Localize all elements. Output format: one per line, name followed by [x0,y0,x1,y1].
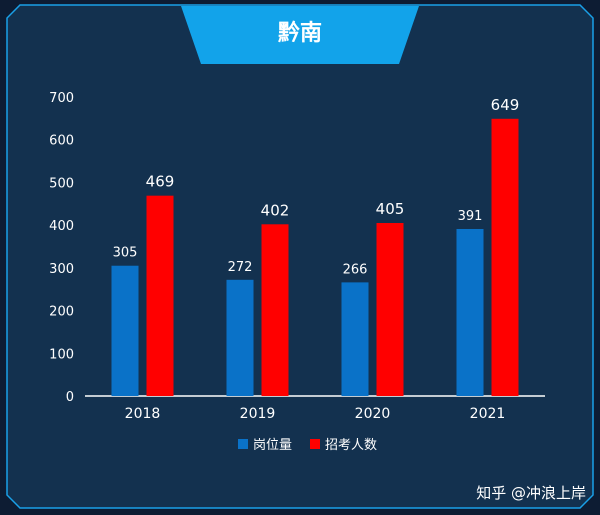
y-tick-label: 500 [49,176,74,191]
bar-positions-2018 [111,265,139,396]
y-tick-label: 300 [49,262,74,277]
bar-positions-2020 [341,282,369,396]
chart-title: 黔南 [277,21,322,46]
data-label: 469 [146,173,175,191]
bar-applicants-2021 [491,118,519,396]
y-tick-label: 0 [66,390,74,405]
legend-label: 招考人数 [325,438,377,453]
y-tick-label: 400 [49,219,74,234]
bar-positions-2019 [226,279,254,396]
bar-applicants-2020 [376,223,404,396]
data-label: 649 [491,96,520,114]
x-tick-label: 2021 [470,406,506,422]
x-tick-label: 2019 [240,406,276,422]
legend-swatch [310,439,320,449]
data-label: 405 [376,200,405,218]
title-banner [181,6,419,64]
data-label: 272 [228,260,253,275]
legend-swatch [238,439,248,449]
bar-applicants-2019 [261,224,289,396]
bar-positions-2021 [456,228,484,396]
y-tick-label: 600 [49,134,74,149]
data-label: 266 [343,262,368,277]
legend-label: 岗位量 [253,438,292,453]
bar-applicants-2018 [146,195,174,396]
data-label: 391 [458,209,483,224]
y-tick-label: 700 [49,91,74,106]
data-label: 305 [113,246,138,261]
data-label: 402 [261,201,290,219]
y-tick-label: 100 [49,347,74,362]
y-tick-label: 200 [49,305,74,320]
watermark: 知乎 @冲浪上岸 [476,484,586,502]
x-tick-label: 2020 [355,406,391,422]
x-tick-label: 2018 [125,406,161,422]
